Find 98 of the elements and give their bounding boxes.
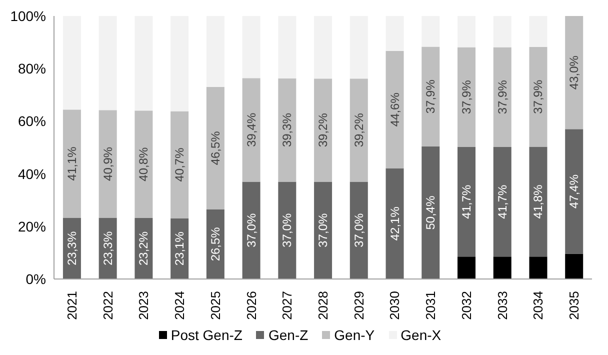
bar	[170, 111, 189, 218]
data-label: 47,4%	[567, 174, 582, 208]
bar	[350, 16, 368, 79]
bar	[529, 146, 548, 257]
legend-label: Gen-Y	[333, 327, 375, 343]
x-tick-label: 2023	[136, 291, 152, 320]
data-label: 37,9%	[495, 80, 510, 114]
bar	[98, 16, 117, 110]
data-label: 41,1%	[64, 146, 79, 181]
legend-label: Gen-Z	[267, 327, 308, 343]
bar	[62, 16, 81, 110]
x-tick-label: 2031	[423, 291, 438, 320]
data-label: 26,5%	[208, 226, 222, 262]
data-label: 23,3%	[64, 231, 79, 266]
data-label: 37,9%	[460, 80, 474, 114]
bar	[278, 78, 296, 182]
bar	[98, 110, 117, 218]
x-tick-label: 2032	[458, 291, 474, 320]
data-label: 37,9%	[531, 80, 546, 114]
bar	[278, 16, 296, 78]
data-label: 37,9%	[424, 79, 438, 114]
x-tick-label: 2035	[566, 291, 582, 320]
bar	[350, 182, 368, 279]
bar	[458, 146, 476, 257]
x-tick-label: 2022	[100, 291, 116, 320]
bar	[242, 182, 260, 279]
data-label: 41,7%	[495, 184, 510, 219]
data-label: 39,4%	[244, 112, 258, 147]
bar	[350, 78, 368, 182]
bar	[565, 16, 584, 130]
data-label: 37,0%	[280, 213, 294, 248]
y-tick-label: 0%	[26, 270, 46, 287]
data-label: 40,7%	[172, 147, 187, 182]
data-label: 40,8%	[136, 146, 151, 182]
legend-label: Post Gen-Z	[170, 327, 242, 343]
data-label: 23,1%	[172, 231, 187, 266]
bar	[314, 78, 332, 182]
x-tick-label: 2021	[64, 291, 80, 320]
data-label: 39,3%	[280, 112, 294, 148]
data-label: 37,0%	[244, 213, 258, 248]
data-label: 40,9%	[100, 146, 115, 181]
bar	[493, 256, 512, 279]
data-label: 39,2%	[352, 112, 366, 148]
data-label: 23,3%	[100, 231, 115, 266]
bar	[493, 146, 512, 257]
x-tick-label: 2025	[208, 291, 223, 320]
bar	[170, 16, 189, 112]
x-tick-label: 2030	[387, 291, 402, 320]
bar	[493, 16, 512, 48]
data-label: 41,7%	[460, 184, 474, 219]
bar	[458, 16, 476, 48]
x-tick-label: 2034	[530, 291, 546, 320]
bar	[242, 16, 260, 78]
data-label: 41,8%	[531, 184, 546, 219]
x-tick-label: 2026	[244, 291, 259, 320]
x-tick-label: 2033	[494, 291, 510, 320]
data-label: 50,4%	[424, 195, 438, 230]
bar	[529, 16, 548, 48]
y-tick-label: 20%	[18, 218, 46, 234]
data-label: 42,1%	[388, 206, 402, 241]
bar	[458, 47, 476, 147]
bar	[422, 46, 440, 146]
bar	[314, 16, 332, 79]
bar	[493, 47, 512, 147]
x-tick-label: 2024	[172, 291, 188, 320]
bar	[529, 256, 548, 279]
y-tick-label: 100%	[10, 8, 46, 24]
bar	[565, 129, 584, 254]
data-label: 43,0%	[567, 55, 582, 90]
x-tick-label: 2027	[280, 291, 295, 320]
bar	[565, 254, 584, 279]
bar	[458, 256, 476, 279]
bar	[422, 146, 440, 279]
bar	[242, 78, 260, 182]
data-label: 44,6%	[388, 92, 402, 127]
y-tick-label: 40%	[18, 166, 46, 182]
data-label: 37,0%	[316, 213, 330, 248]
bar	[386, 168, 404, 279]
bar	[529, 47, 548, 147]
y-tick-label: 80%	[18, 60, 46, 77]
bar	[386, 16, 404, 51]
bar	[134, 16, 153, 111]
bar	[386, 50, 404, 168]
data-label: 46,5%	[208, 130, 222, 166]
x-tick-label: 2028	[316, 291, 330, 320]
bar	[422, 16, 440, 47]
bar	[278, 182, 296, 279]
legend-label: Gen-X	[400, 327, 442, 343]
data-label: 39,2%	[316, 112, 330, 148]
data-label: 23,2%	[136, 231, 151, 266]
bar	[62, 110, 81, 218]
bar	[206, 16, 224, 88]
bar	[314, 182, 332, 279]
bar	[134, 110, 153, 218]
data-label: 37,0%	[352, 213, 366, 248]
y-tick-label: 60%	[18, 113, 46, 130]
bar	[206, 87, 224, 210]
x-tick-label: 2029	[351, 291, 366, 320]
